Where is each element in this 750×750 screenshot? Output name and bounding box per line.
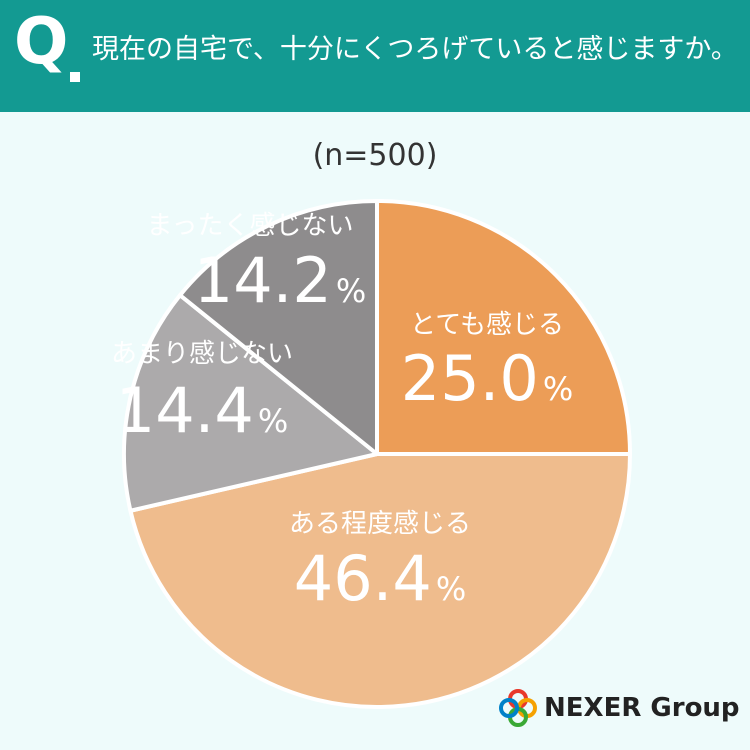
sample-size: (n=500): [312, 138, 438, 173]
pie-slice: [178, 199, 379, 456]
slice-label: とても感じる: [410, 310, 564, 340]
nexer-logo: NEXER Group: [498, 688, 740, 728]
slice-label: ある程度感じる: [289, 509, 471, 539]
logo-text: NEXER Group: [544, 693, 740, 723]
q-mark: Q: [14, 5, 69, 79]
pie-slice: [122, 293, 379, 513]
slice-label: まったく感じない: [147, 211, 354, 241]
slice-label: あまり感じない: [111, 339, 293, 369]
question-text: 現在の自宅で、十分にくつろげていると感じますか。: [92, 34, 738, 65]
header-bar: Q 現在の自宅で、十分にくつろげていると感じますか。: [0, 0, 750, 112]
pie-slice: [375, 199, 632, 456]
logo-rings-icon: [499, 689, 537, 727]
q-dot: [70, 72, 80, 82]
pie-slice: [128, 452, 632, 710]
